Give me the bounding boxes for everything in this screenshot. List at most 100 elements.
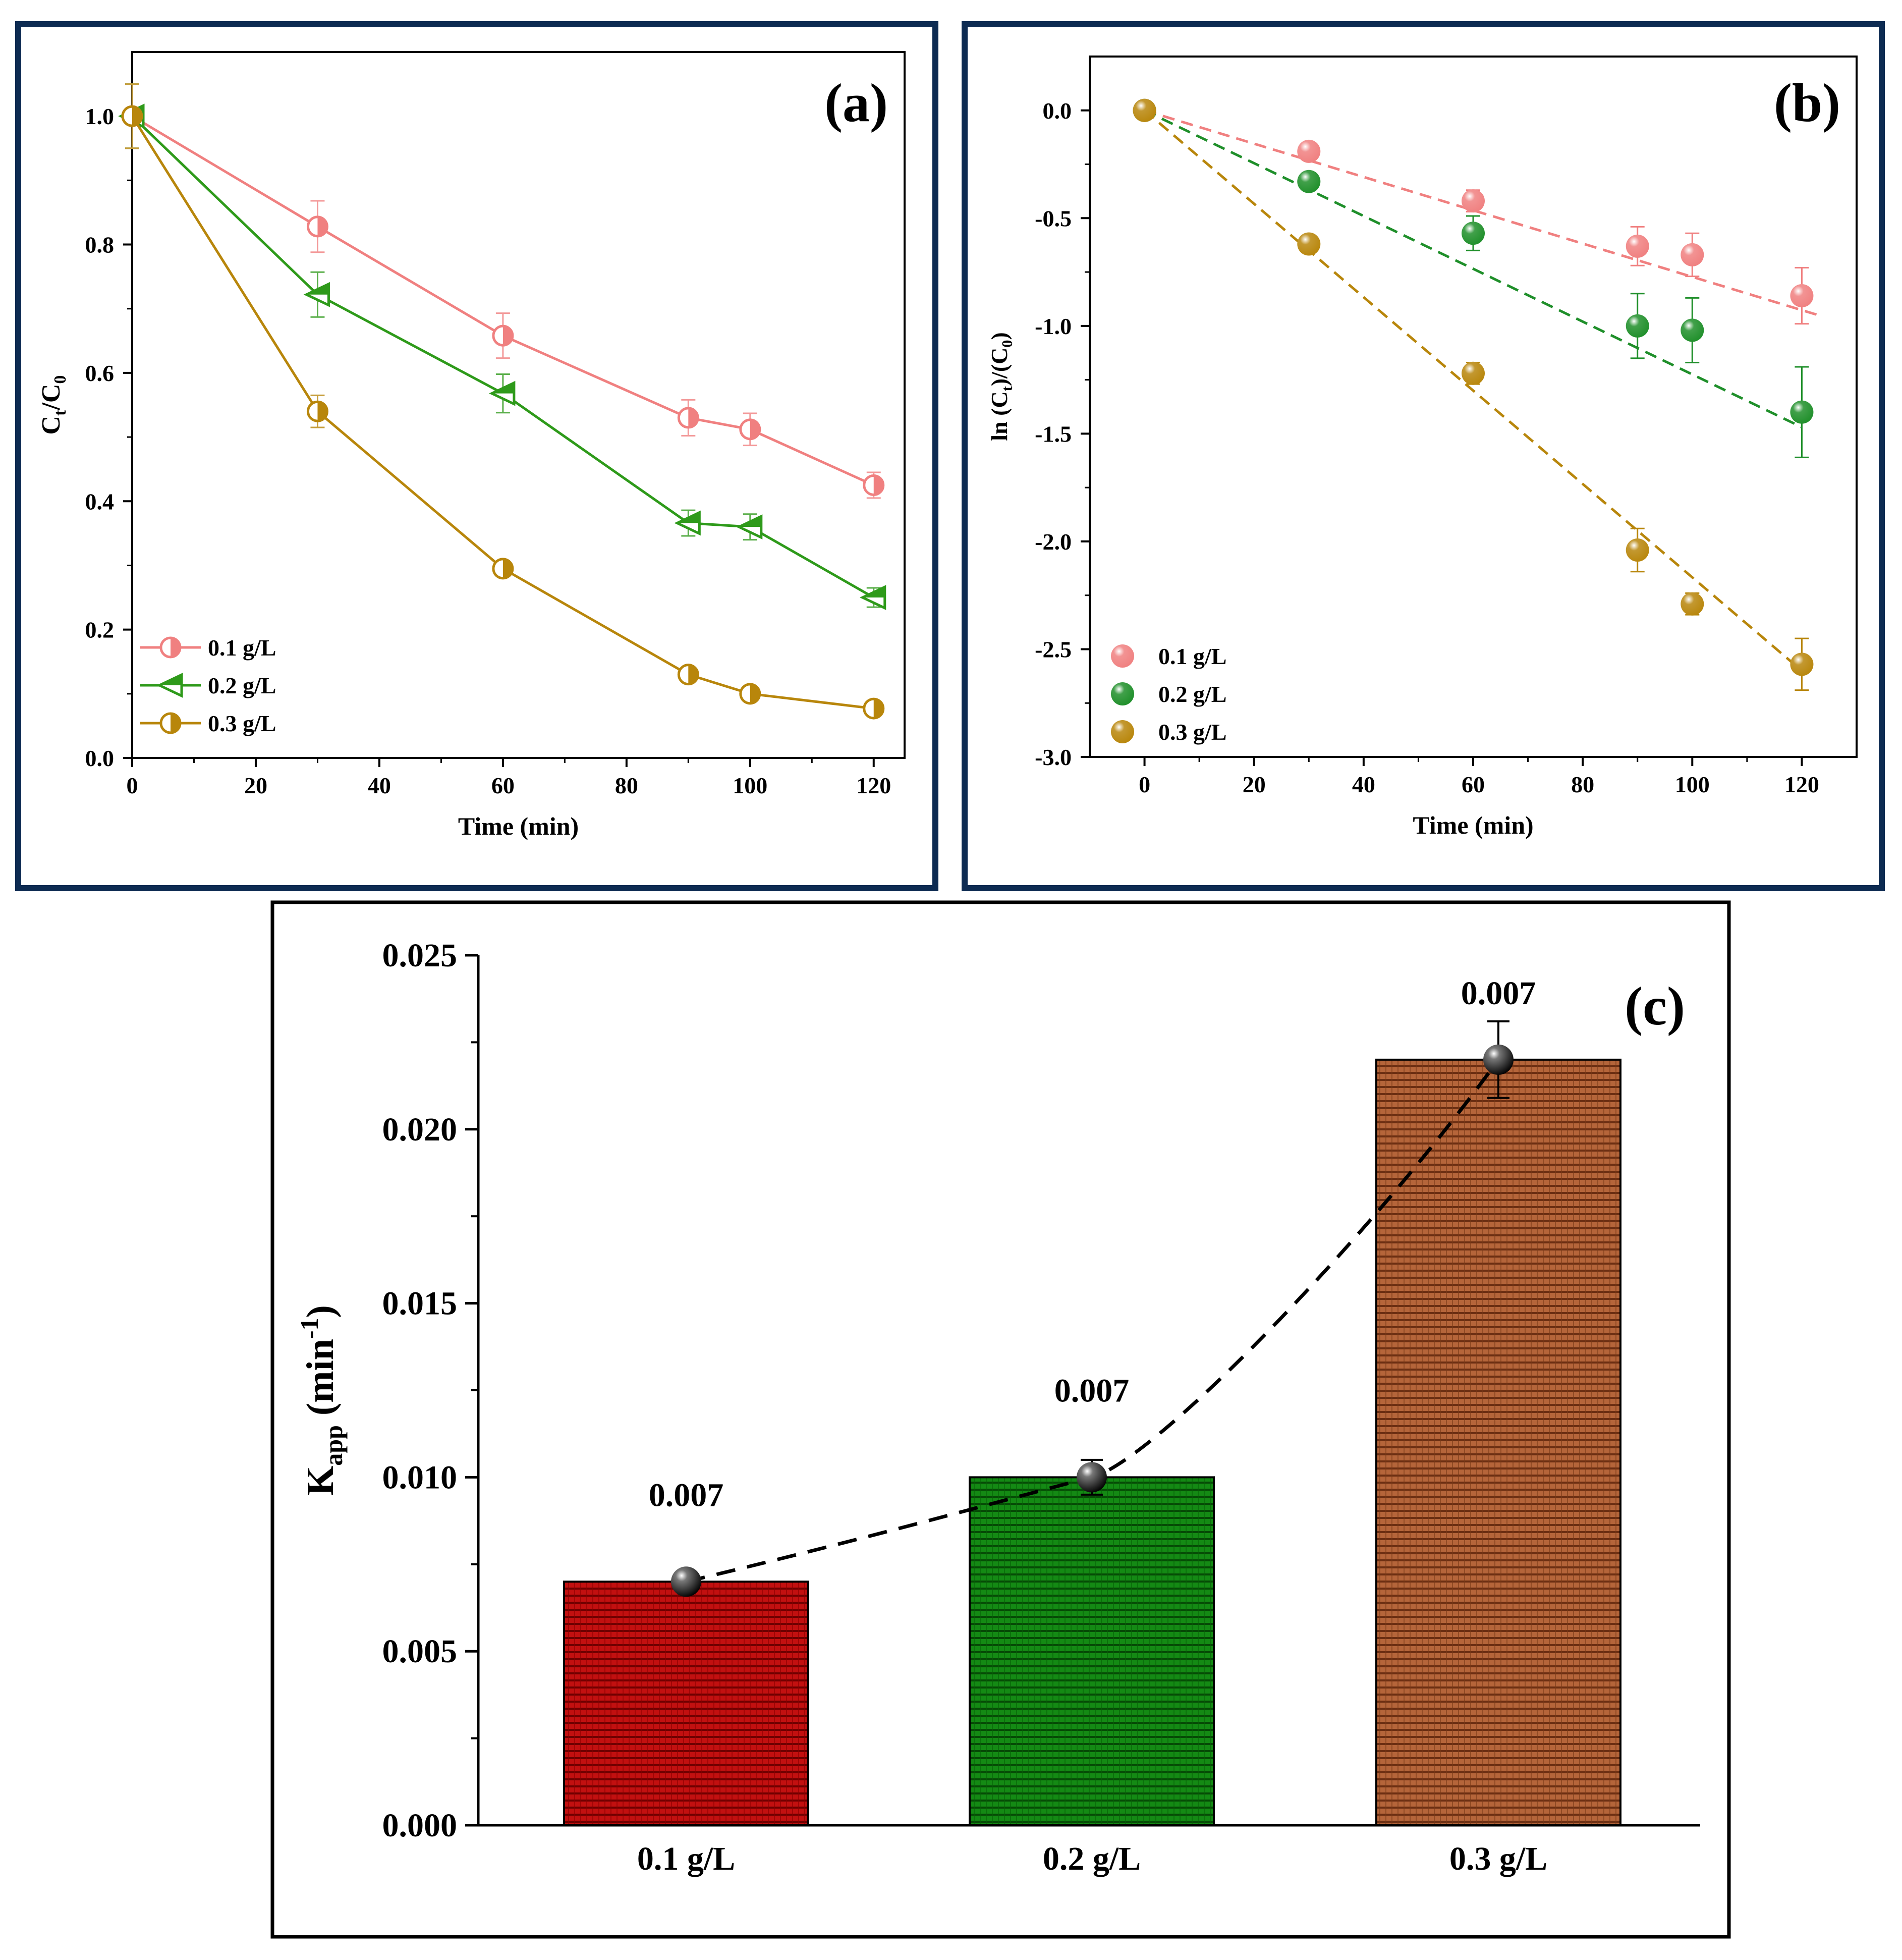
panel-a-plot-frame <box>131 51 906 759</box>
panel-c-point-2 <box>1077 1462 1107 1493</box>
panel-a-y-tick-label: 0.8 <box>85 232 115 258</box>
panel-a-legend-marker-fill <box>171 638 180 657</box>
panel-a-point-fill <box>491 383 514 394</box>
panel-c-point-3 <box>1483 1044 1514 1075</box>
panel-a-legend-label: 0.1 g/L <box>208 635 276 661</box>
panel-c-y-tick-label: 0.000 <box>382 1807 458 1844</box>
panel-a-x-tick-label: 120 <box>856 773 891 798</box>
panel-a-point-fill <box>677 512 700 523</box>
panel-b-x-tick-label: 100 <box>1675 772 1710 797</box>
panel-a-y-tick-label: 1.0 <box>85 103 115 129</box>
panel-b-x-tick-label: 120 <box>1784 772 1819 797</box>
panel-c-data-label: 0.007 <box>1461 975 1536 1012</box>
panel-a-x-axis-label: Time (min) <box>458 812 579 840</box>
panel-b-fit-line-1 <box>1144 109 1819 316</box>
panel-b-point-1-5 <box>1790 284 1814 308</box>
panel-b-point-2-4 <box>1681 318 1704 342</box>
panel-a-point-fill <box>317 216 327 236</box>
panel-c-x-tick-label: 0.2 g/L <box>1043 1840 1141 1877</box>
panel-b-y-tick-label: -1.5 <box>1035 421 1072 447</box>
panel-a-point-fill <box>750 419 760 439</box>
panel-b-y-tick-label: -1.0 <box>1035 313 1072 339</box>
panel-b-legend-marker-1 <box>1111 644 1134 668</box>
panel-b-point-1-1 <box>1297 139 1321 163</box>
panel-b-point-3-0 <box>1133 98 1156 122</box>
panel-a-series-line-2 <box>131 115 874 599</box>
panel-a-point-fill <box>873 475 883 495</box>
panel-b-fit-line-3 <box>1143 109 1803 672</box>
panel-a-point-fill <box>873 699 883 719</box>
panel-c-bar-2 <box>969 1476 1215 1826</box>
panel-b-point-3-3 <box>1626 538 1649 562</box>
panel-b-y-tick-label: -2.5 <box>1035 636 1072 662</box>
panel-a-legend-label: 0.2 g/L <box>208 673 276 698</box>
panel-a-point-fill <box>750 684 760 703</box>
panel-b-x-tick-label: 20 <box>1243 772 1266 797</box>
panel-b-fit-line-2 <box>1144 109 1803 428</box>
panel-a-point-fill <box>688 408 698 427</box>
panel-b-x-tick-label: 40 <box>1352 772 1375 797</box>
panel-b-x-axis-label: Time (min) <box>1413 811 1533 839</box>
panel-b-point-3-1 <box>1297 232 1321 256</box>
panel-b-point-3-5 <box>1790 652 1814 676</box>
panel-b-legend-marker-3 <box>1111 720 1134 743</box>
panel-a-point-fill <box>688 665 698 684</box>
panel-b-label: (b) <box>1774 73 1840 133</box>
panel-a-series-line-1 <box>131 115 874 486</box>
panel-a-legend-marker-fill <box>159 675 182 685</box>
panel-a-x-tick-label: 80 <box>615 773 638 798</box>
panel-b-y-tick-label: -3.0 <box>1035 744 1072 770</box>
panel-b-point-1-2 <box>1462 189 1485 213</box>
panel-a-point-fill <box>502 559 513 578</box>
panel-b-point-1-3 <box>1626 234 1649 258</box>
panel-c-y-tick-label: 0.025 <box>382 937 458 974</box>
panel-b-x-tick-label: 80 <box>1571 772 1594 797</box>
panel-c-frame <box>270 900 1731 1939</box>
panel-a-point-fill <box>739 516 761 527</box>
panel-c-trend-line <box>686 1058 1500 1584</box>
panel-a-series-line-3 <box>131 115 874 710</box>
panel-c-x-tick-label: 0.1 g/L <box>637 1840 735 1877</box>
panel-c-y-tick-label: 0.015 <box>382 1285 458 1322</box>
panel-a-point-fill <box>862 587 885 598</box>
panel-a-legend-label: 0.3 g/L <box>208 711 276 736</box>
panel-b-x-tick-label: 60 <box>1462 772 1485 797</box>
panel-a-y-tick-label: 0.2 <box>85 617 115 643</box>
panel-b-y-tick-label: -0.5 <box>1035 205 1072 231</box>
panel-a-y-tick-label: 0.0 <box>85 745 115 771</box>
panel-a-legend-marker-fill <box>171 714 180 733</box>
panel-b-y-tick-label: 0.0 <box>1043 98 1072 124</box>
panel-b-point-3-2 <box>1462 361 1485 385</box>
panel-b-legend-label: 0.1 g/L <box>1158 643 1226 669</box>
panel-a-x-tick-label: 100 <box>733 773 767 798</box>
panel-a-y-axis-label: Ct/C0 <box>37 375 70 435</box>
panel-a-x-tick-label: 0 <box>127 773 138 798</box>
panel-a-point-fill <box>132 106 142 126</box>
panel-b-legend-label: 0.2 g/L <box>1158 681 1226 707</box>
panel-b-y-axis-label: ln (Ct)/(C0) <box>986 332 1016 441</box>
panel-c-data-label: 0.007 <box>1054 1372 1130 1409</box>
panel-a-x-tick-label: 20 <box>244 773 267 798</box>
panel-a-y-tick-label: 0.6 <box>85 360 115 386</box>
panel-c-y-tick-label: 0.020 <box>382 1111 458 1148</box>
panel-a-x-tick-label: 40 <box>368 773 391 798</box>
panel-b-point-3-4 <box>1681 592 1704 616</box>
panel-a-point-fill <box>306 284 329 295</box>
panel-b-legend-label: 0.3 g/L <box>1158 719 1226 745</box>
panel-c-point-1 <box>671 1566 701 1597</box>
panel-b-y-tick-label: -2.0 <box>1035 529 1072 555</box>
panel-c-y-tick-label: 0.005 <box>382 1633 458 1670</box>
panel-c: 0.000 0.005 0.010 0.015 0.020 0.025 (c) Kapp (m… <box>295 937 1700 1877</box>
panel-b-point-2-1 <box>1297 170 1321 193</box>
panel-b-x-tick-label: 0 <box>1139 772 1150 797</box>
panel-a-point-fill <box>502 326 513 346</box>
panel-a-y-tick-label: 0.4 <box>85 488 115 514</box>
panel-a-frame <box>15 21 938 891</box>
panel-c-x-tick-label: 0.3 g/L <box>1449 1840 1547 1877</box>
panel-b-point-2-3 <box>1626 314 1649 338</box>
panel-c-bar-3 <box>1375 1058 1621 1826</box>
panel-a: 0 20 40 60 80 100 120 0.0 0.2 0.4 0.6 0.8 1.0 Time (m… <box>37 51 906 840</box>
panel-b-frame <box>962 21 1885 891</box>
panel-a-label: (a) <box>824 73 888 133</box>
